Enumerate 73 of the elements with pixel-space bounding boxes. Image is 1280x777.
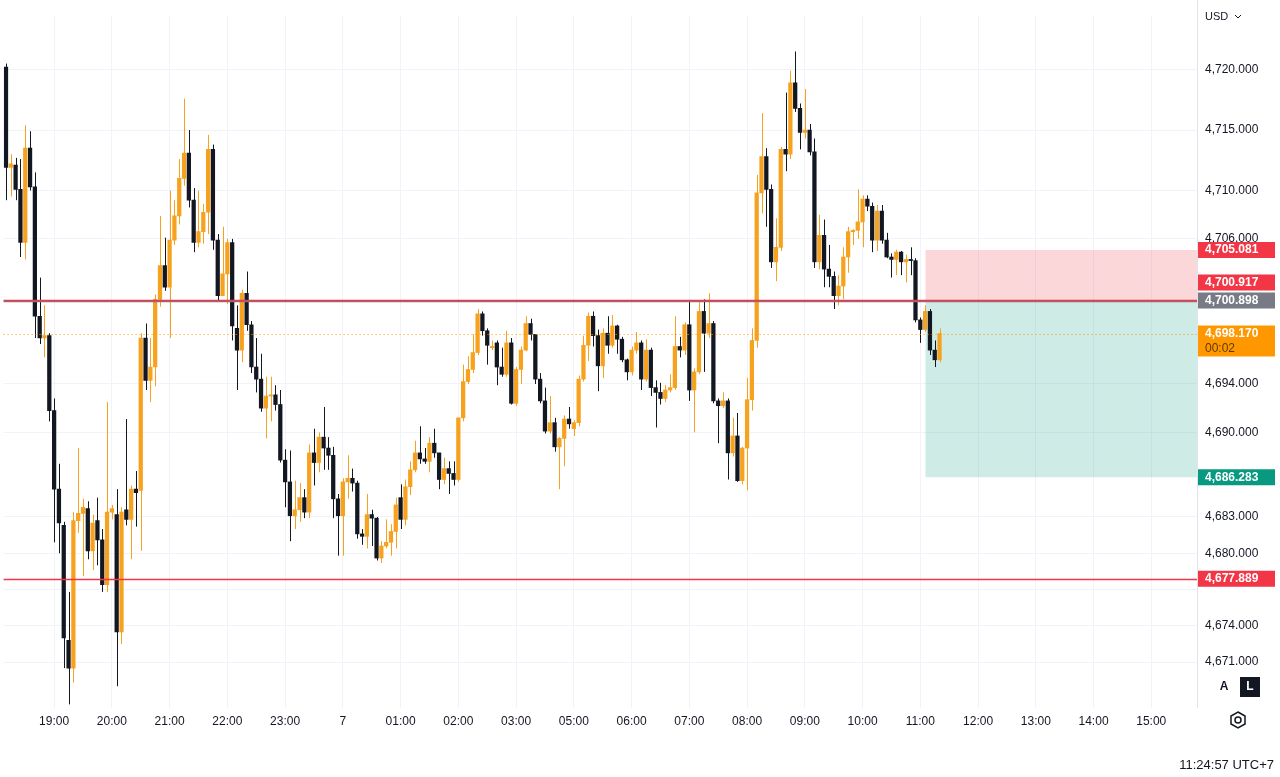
candlestick [398, 483, 403, 530]
y-tick-label: 4,720.000 [1205, 61, 1259, 76]
band-label: 4,686.283 [1205, 469, 1259, 484]
x-tick-label: 05:00 [558, 713, 590, 728]
x-tick-label: 10:00 [847, 713, 878, 728]
text: L [1246, 679, 1254, 694]
text: A [1219, 679, 1229, 694]
candlestick [783, 92, 788, 172]
x-tick-label: 15:00 [1136, 713, 1167, 728]
text: 11:24:57 UTC+7 [1179, 756, 1274, 772]
x-tick-label: 07:00 [674, 713, 705, 728]
candlestick [836, 274, 841, 306]
x-tick-label: 11:00 [905, 713, 936, 728]
x-tick-label: 03:00 [501, 713, 532, 728]
x-tick-label: 22:00 [212, 713, 243, 728]
candlestick [610, 314, 615, 349]
y-tick-label: 4,694.000 [1205, 376, 1259, 391]
x-tick-label: 13:00 [1020, 713, 1052, 728]
x-tick-label: 06:00 [616, 713, 647, 728]
candlestick [335, 493, 341, 557]
y-tick-label: 4,690.000 [1205, 424, 1259, 439]
candlestick [148, 337, 153, 403]
candlestick [898, 250, 904, 276]
candlestick [538, 372, 543, 404]
candlestick [692, 367, 697, 433]
ref-line-label: 4,677.889 [1205, 571, 1259, 586]
candlestick [918, 316, 923, 344]
candlestick [922, 304, 928, 333]
candlestick [196, 190, 201, 248]
y-tick-label: 4,710.000 [1205, 182, 1259, 197]
candlestick [730, 417, 735, 458]
candlestick [894, 249, 899, 276]
candlestick [706, 292, 711, 339]
x-tick-label: 7 [339, 713, 347, 728]
candlestick [499, 347, 504, 378]
candlestick [220, 226, 225, 297]
x-tick-label: 12:00 [963, 713, 994, 728]
ref-line-label: 4,698.170 00:02 [1205, 325, 1259, 355]
candlestick [162, 237, 167, 292]
ref-line-label: 4,700.898 [1205, 292, 1259, 307]
candlestick [350, 468, 355, 493]
x-tick-label: 02:00 [443, 713, 474, 728]
candlestick [95, 497, 100, 566]
x-tick-label: 09:00 [789, 713, 821, 728]
candlestick [42, 304, 47, 358]
x-tick-label: 19:00 [39, 713, 70, 728]
candlestick [932, 339, 937, 368]
y-tick-label: 4,715.000 [1205, 122, 1259, 137]
candlestick [441, 457, 447, 485]
y-tick-label: 4,671.000 [1205, 654, 1259, 669]
ref-line-label: 4,700.917 [1205, 274, 1259, 289]
candlestick [282, 448, 288, 508]
candlestick [302, 488, 307, 519]
x-tick-label: 20:00 [96, 713, 128, 728]
y-tick-label: 4,674.000 [1205, 618, 1259, 633]
x-tick-label: 23:00 [270, 713, 301, 728]
x-tick-label: 21:00 [154, 713, 185, 728]
candlestick [80, 498, 86, 577]
candlestick [432, 428, 437, 459]
candlestick [547, 395, 552, 435]
candlestick [802, 88, 807, 140]
candlestick [234, 304, 240, 391]
candlestick [605, 315, 610, 355]
x-tick-label: 14:00 [1078, 713, 1109, 728]
y-tick-label: 4,683.000 [1205, 509, 1259, 524]
y-axis-title: USD [1205, 10, 1229, 23]
candlestick [831, 271, 836, 310]
candlestick [311, 428, 317, 487]
x-tick-label: 01:00 [385, 713, 416, 728]
candlestick [903, 254, 908, 283]
x-tick-label: 08:00 [732, 713, 763, 728]
candlestick [124, 418, 129, 526]
y-tick-label: 4,680.000 [1205, 545, 1259, 560]
